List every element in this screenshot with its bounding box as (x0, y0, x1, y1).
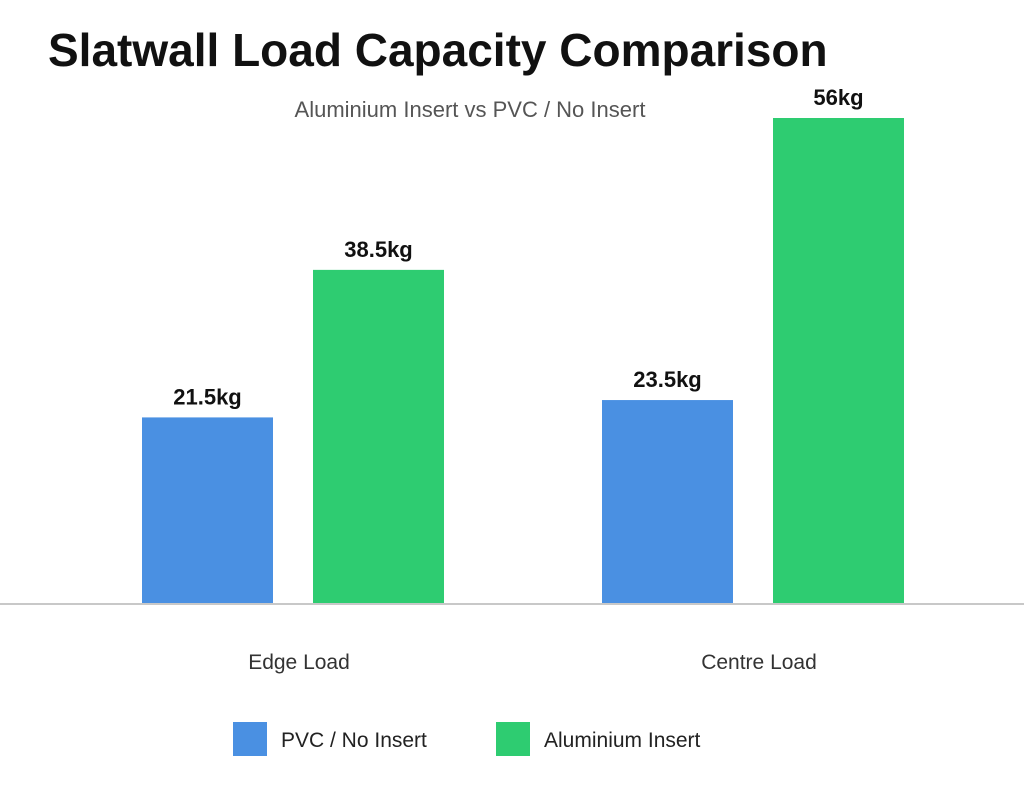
legend: PVC / No Insert Aluminium Insert (233, 722, 701, 756)
bar-1-1 (773, 118, 904, 604)
legend-swatch-aluminium (496, 722, 530, 756)
value-label-1-0: 23.5kg (633, 367, 702, 392)
category-label-1: Centre Load (701, 651, 817, 674)
bar-0-1 (313, 269, 444, 604)
value-label-0-0: 21.5kg (173, 384, 242, 409)
category-labels-group: Edge Load Centre Load (248, 651, 817, 674)
value-label-1-1: 56kg (813, 85, 863, 110)
legend-swatch-pvc (233, 722, 267, 756)
chart-title: Slatwall Load Capacity Comparison (48, 24, 828, 76)
legend-label-pvc: PVC / No Insert (281, 729, 427, 752)
legend-label-aluminium: Aluminium Insert (544, 729, 701, 752)
bars-group (142, 118, 904, 604)
value-label-0-1: 38.5kg (344, 237, 413, 262)
bar-0-0 (142, 417, 273, 604)
value-labels-group: 21.5kg 38.5kg 23.5kg 56kg (173, 85, 863, 409)
category-label-0: Edge Load (248, 651, 350, 674)
bar-1-0 (602, 400, 733, 604)
chart-subtitle: Aluminium Insert vs PVC / No Insert (295, 97, 646, 122)
